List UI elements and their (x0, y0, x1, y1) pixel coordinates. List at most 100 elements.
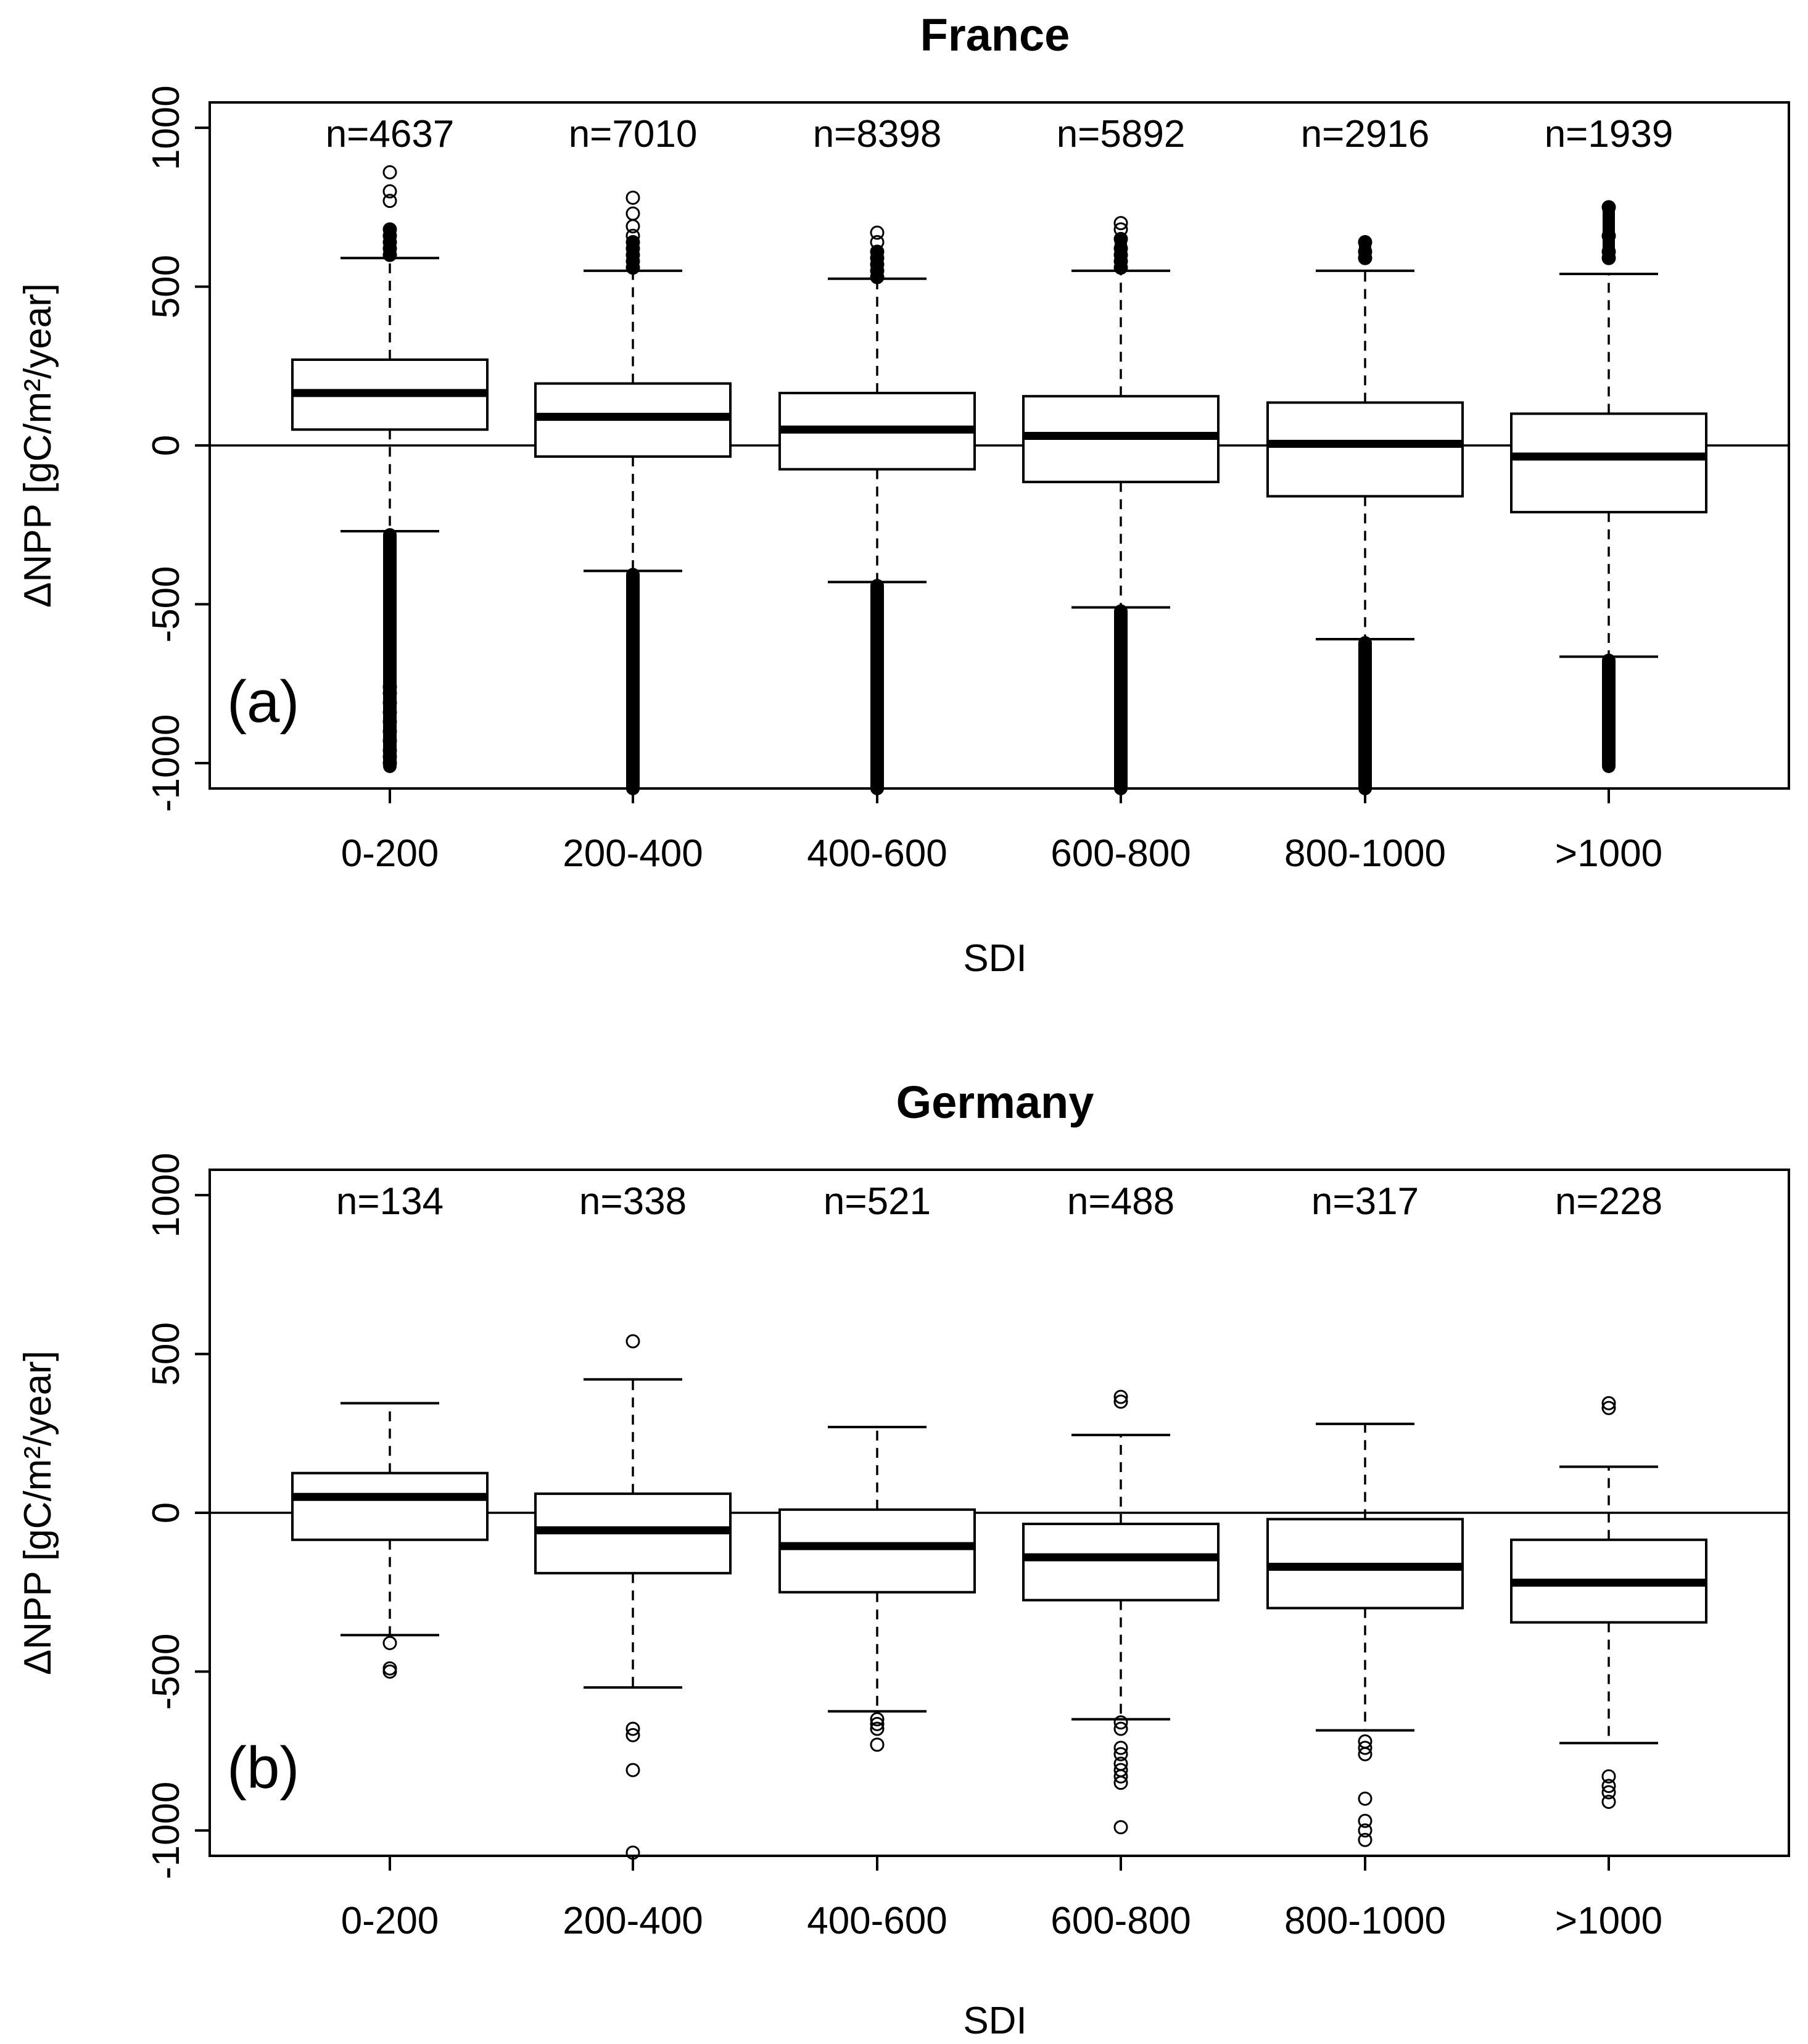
france-y-tick-label-1: -500 (145, 566, 188, 642)
france-outlier-0-7 (382, 165, 397, 180)
germany-outlier-2-3 (870, 1737, 885, 1752)
germany-y-tick-label-1: -500 (145, 1633, 188, 1710)
germany-outlier-5-0 (1601, 1401, 1616, 1415)
germany-outlier-1-3 (625, 1763, 640, 1777)
france-outlier-1-6 (625, 219, 640, 234)
germany-panel: Germany -1000 -500 0 500 1000 0-200 n=134 200-… (17, 1077, 1790, 2042)
germany-outlier-3-1 (1113, 1389, 1128, 1404)
germany-box-4 (1266, 1422, 1464, 1847)
france-x-axis: 0-200 n=4637 200-400 n=7010 400-600 n=8398 600… (326, 113, 1674, 875)
france-outlier-0-6 (382, 184, 397, 199)
germany-x-tick-label-2: 400-600 (807, 1900, 947, 1942)
germany-y-axis: -1000 -500 0 500 1000 (145, 1152, 210, 1879)
france-y-axis-label: ΔNPP [gC/m²/year] (17, 283, 59, 608)
germany-outlier-0-2 (382, 1664, 397, 1679)
france-y-tick-label-2: 0 (145, 435, 188, 456)
germany-count-label-2: n=521 (824, 1180, 931, 1223)
germany-outlier-3-2 (1113, 1715, 1128, 1730)
germany-outlier-5-3 (1601, 1779, 1616, 1794)
germany-x-tick-label-1: 200-400 (563, 1900, 703, 1942)
germany-y-tick-label-2: 0 (145, 1502, 188, 1523)
germany-x-axis-label: SDI (963, 2000, 1026, 2042)
germany-outlier-3-4 (1113, 1740, 1128, 1755)
germany-x-tick-label-3: 600-800 (1051, 1900, 1191, 1942)
germany-outlier-5-1 (1601, 1396, 1616, 1410)
germany-outlier-3-5 (1113, 1747, 1128, 1761)
france-box-0 (291, 165, 489, 773)
germany-outlier-4-4 (1358, 1813, 1373, 1828)
france-count-label-4: n=2916 (1301, 113, 1430, 155)
germany-outlier-3-0 (1113, 1394, 1128, 1409)
germany-box-3 (1022, 1389, 1220, 1835)
germany-y-tick-label-4: 1000 (145, 1152, 188, 1238)
france-box-1 (534, 190, 732, 795)
germany-box-2 (778, 1426, 976, 1752)
france-box-2 (778, 225, 976, 795)
france-box-4 (1266, 235, 1464, 795)
germany-outlier-1-2 (625, 1727, 640, 1742)
germany-outlier-4-3 (1358, 1791, 1373, 1806)
germany-outlier-3-9 (1113, 1776, 1128, 1790)
germany-outlier-5-4 (1601, 1785, 1616, 1800)
germany-outlier-4-1 (1358, 1740, 1373, 1755)
germany-outlier-4-5 (1358, 1823, 1373, 1838)
germany-x-tick-label-0: 0-200 (341, 1900, 439, 1942)
france-outlier-1-7 (625, 206, 640, 221)
germany-outlier-4-2 (1358, 1747, 1373, 1761)
germany-box-0 (291, 1402, 489, 1679)
germany-outlier-3-8 (1113, 1769, 1128, 1784)
france-x-tick-label-2: 400-600 (807, 832, 947, 875)
france-outlier-1-8 (625, 190, 640, 205)
france-y-tick-label-0: -1000 (145, 714, 188, 813)
germany-x-tick-label-5: >1000 (1555, 1900, 1662, 1942)
germany-box-1 (534, 1334, 732, 1860)
france-count-label-1: n=7010 (569, 113, 698, 155)
france-panel: France -1000 -500 0 500 1000 0-200 n=4637 200-… (17, 9, 1790, 980)
germany-count-label-4: n=317 (1311, 1180, 1419, 1223)
france-panel-label: (a) (227, 669, 299, 735)
france-x-tick-label-1: 200-400 (563, 832, 703, 875)
france-x-tick-label-0: 0-200 (341, 832, 439, 875)
france-outlier-3-6 (1113, 216, 1128, 231)
france-x-tick-label-4: 800-1000 (1284, 832, 1446, 875)
germany-outlier-5-2 (1601, 1769, 1616, 1784)
germany-iqr-box-0 (291, 1471, 489, 1541)
france-boxes (210, 165, 1789, 795)
france-outlier-2-6 (870, 225, 885, 240)
germany-outlier-0-0 (382, 1636, 397, 1650)
germany-count-label-0: n=134 (336, 1180, 444, 1223)
germany-outlier-1-1 (625, 1721, 640, 1736)
france-count-label-5: n=1939 (1545, 113, 1674, 155)
france-iqr-box-4 (1266, 401, 1464, 498)
france-x-tick-label-3: 600-800 (1051, 832, 1191, 875)
france-y-tick-label-3: 500 (145, 255, 188, 318)
germany-outlier-1-0 (625, 1334, 640, 1349)
germany-y-axis-label: ΔNPP [gC/m²/year] (17, 1351, 59, 1675)
germany-box-5 (1510, 1396, 1707, 1809)
germany-outlier-1-4 (625, 1845, 640, 1860)
france-iqr-box-5 (1510, 412, 1707, 514)
france-chart-title: France (920, 9, 1070, 60)
germany-count-label-1: n=338 (579, 1180, 687, 1223)
germany-boxes (210, 1334, 1789, 1860)
germany-y-tick-label-3: 500 (145, 1322, 188, 1386)
france-count-label-2: n=8398 (813, 113, 942, 155)
germany-outlier-5-5 (1601, 1794, 1616, 1809)
france-x-axis-label: SDI (963, 937, 1026, 980)
france-count-label-0: n=4637 (326, 113, 455, 155)
germany-outlier-2-2 (870, 1721, 885, 1736)
germany-outlier-2-1 (870, 1716, 885, 1731)
germany-iqr-box-3 (1022, 1523, 1220, 1602)
germany-count-label-5: n=228 (1555, 1180, 1662, 1223)
france-y-tick-label-4: 1000 (145, 85, 188, 170)
germany-outlier-3-10 (1113, 1820, 1128, 1835)
france-box-5 (1510, 200, 1707, 773)
germany-count-label-3: n=488 (1067, 1180, 1174, 1223)
france-box-3 (1022, 216, 1220, 795)
france-x-tick-label-5: >1000 (1555, 832, 1662, 875)
germany-y-tick-label-0: -1000 (145, 1782, 188, 1880)
germany-chart-title: Germany (896, 1077, 1094, 1128)
france-outlier-0-5 (382, 194, 397, 209)
germany-outlier-4-6 (1358, 1832, 1373, 1847)
